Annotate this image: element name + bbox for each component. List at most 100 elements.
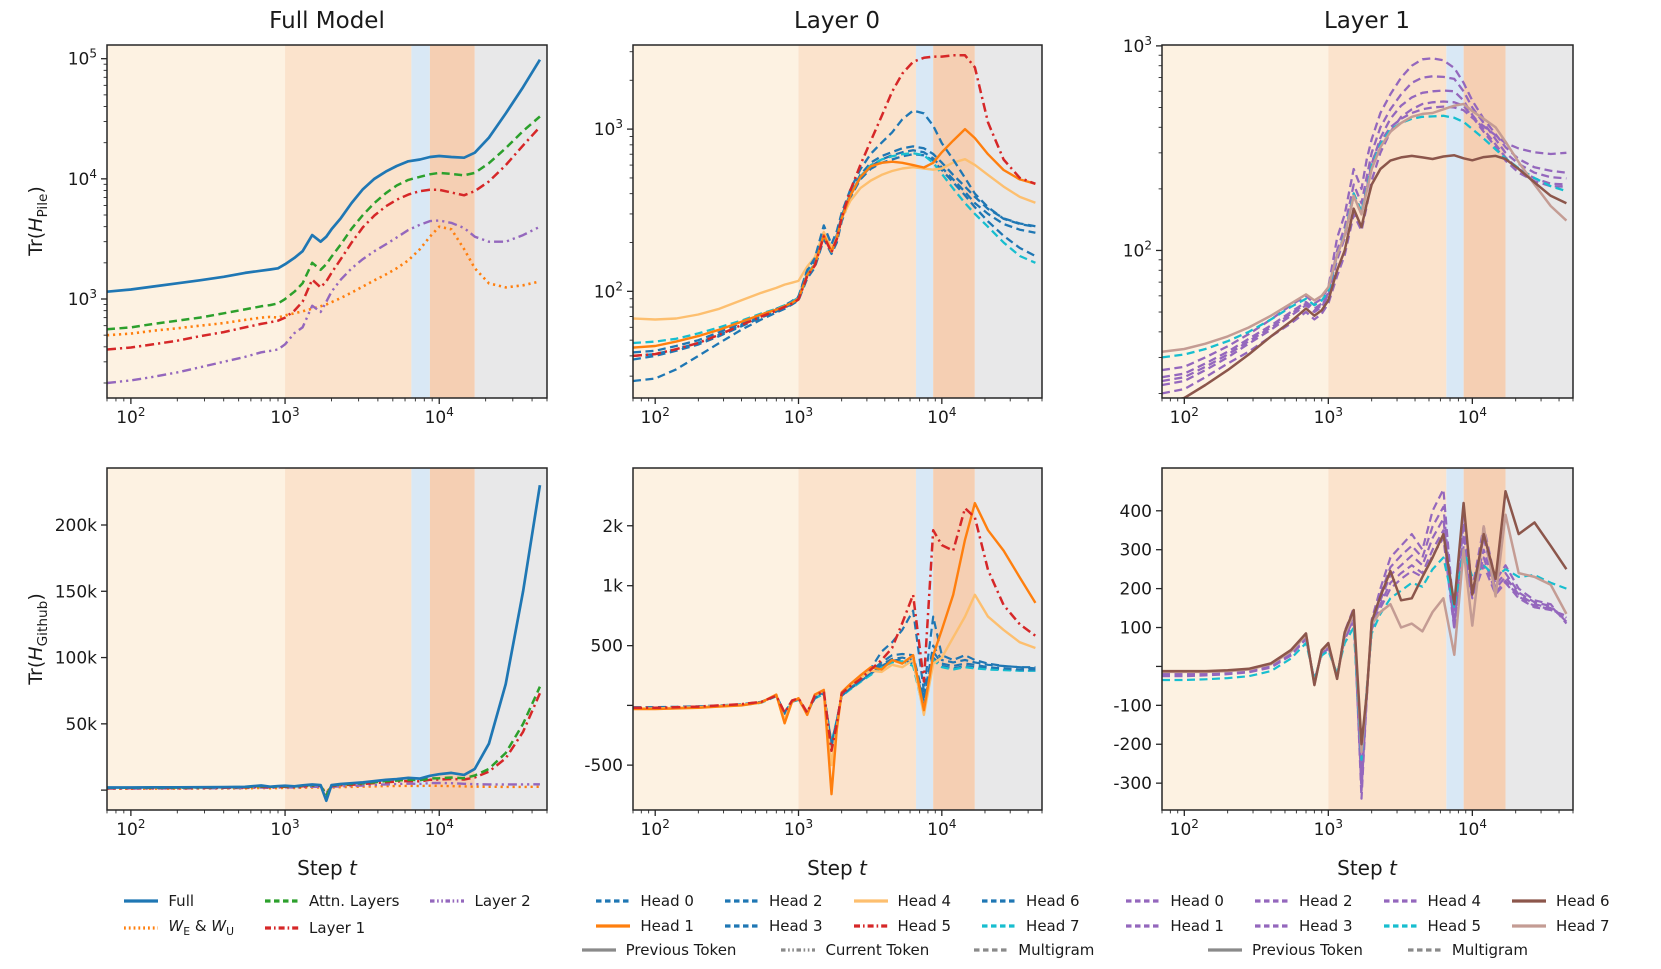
- series-pile-layer1-head-3: [1162, 100, 1567, 395]
- legend-line-swatch: [982, 899, 1017, 903]
- band-phase-blue-window: [1446, 45, 1464, 398]
- x-tick-label-1e3: 103: [1314, 405, 1343, 428]
- band-phase-multigram: [474, 45, 547, 398]
- legend-item-previous-token: Previous Token: [1207, 941, 1363, 959]
- legend-line-swatch: [124, 925, 159, 930]
- series-pile-layer1-head-6: [1178, 154, 1567, 398]
- legend-item-full: Full: [123, 892, 234, 910]
- axes-frame: [106, 467, 548, 811]
- subplot-title-layer0: Layer 0: [793, 8, 881, 34]
- band-phase-previous-token: [798, 468, 916, 810]
- x-tick-label-1e4: 104: [927, 817, 956, 840]
- legend-item-multigram: Multigram: [973, 941, 1094, 959]
- legend-layer1-linestyles: Previous Token Multigram: [1162, 941, 1573, 959]
- y-tick-label--100: -100: [1113, 696, 1152, 716]
- legend-item-label: Head 3: [768, 917, 823, 935]
- x-tick-label-1e3: 103: [270, 405, 299, 428]
- x-tick-label-1e4: 104: [1458, 405, 1487, 428]
- legend-layer0-linestyles: Previous Token Current Token Multigram: [581, 941, 1094, 959]
- legend-item-label: Head 2: [768, 892, 823, 910]
- x-tick-label-1e2: 102: [641, 817, 670, 840]
- legend-line-swatch: [1383, 924, 1418, 928]
- y-tick-label-2k: 2k: [602, 517, 623, 537]
- series-pile-layer1-head-2: [1162, 89, 1567, 387]
- x-tick-label-1e4: 104: [425, 405, 454, 428]
- series-github-layer1-head-3: [1162, 529, 1567, 777]
- legend-item-label: Head 7: [1026, 917, 1080, 935]
- legend-item-label: Head 7: [1556, 917, 1610, 935]
- legend-item-label: Current Token: [825, 941, 930, 959]
- legend-item-label: Head 2: [1298, 892, 1353, 910]
- legend-line-swatch: [1126, 899, 1161, 903]
- legend-line-swatch: [1207, 948, 1242, 952]
- legend-item-label: Head 6: [1556, 892, 1610, 910]
- axes-frame: [632, 44, 1043, 399]
- band-phase-multigram: [974, 45, 1042, 398]
- x-tick-label-1e2: 102: [116, 405, 145, 428]
- legend-line-swatch: [596, 924, 631, 928]
- legend-item-head-3: Head 3: [724, 917, 823, 935]
- band-phase-previous-token: [285, 468, 412, 810]
- y-tick-label-1e3: 103: [68, 287, 97, 310]
- legend-item-label: Head 0: [1170, 892, 1224, 910]
- series-pile-layer1-head-4: [1162, 105, 1567, 383]
- series-pile-full-model-w-e-w-u: [107, 225, 541, 337]
- band-phase-previous-token: [285, 45, 412, 398]
- chart-github-layer1: 102 103 104 400 300 200 100 -100 -200 -300: [1113, 467, 1574, 840]
- y-axis-label-pile: Tr(HPile): [25, 186, 51, 256]
- subplot-title-layer1: Layer 1: [1323, 8, 1411, 34]
- series-pile-full-model-layer-1: [107, 126, 541, 351]
- legend-item-label: Head 4: [897, 892, 952, 910]
- band-phase-initial: [633, 468, 799, 810]
- y-tick-label-1e3: 103: [1123, 34, 1152, 57]
- band-phase-current-token: [429, 468, 475, 810]
- legend-item-label: Head 0: [640, 892, 694, 910]
- chart-pile-full-model: 102 103 104 103 104 105: [68, 44, 548, 428]
- chart-github-layer0: 102 103 104 2k 1k 500 -500: [584, 467, 1043, 840]
- y-tick-label-1e2: 102: [594, 279, 623, 302]
- legend-item-head-2: Head 2: [1254, 892, 1353, 910]
- x-tick-label-1e4: 104: [425, 817, 454, 840]
- legend-item-layer-2: Layer 2: [429, 892, 531, 910]
- legend-item-label: Head 1: [640, 917, 694, 935]
- series-pile-layer0-head-2: [633, 145, 1036, 354]
- axes-frame: [1161, 44, 1574, 399]
- legend-item-head-4: Head 4: [853, 892, 952, 910]
- y-tick-label-1e3: 103: [594, 117, 623, 140]
- chart-github-full-model: 102 103 104 200k 150k 100k 50k: [55, 467, 548, 840]
- legend-item-w-e-w-u: WE & WU: [123, 917, 234, 938]
- axes-frame: [632, 467, 1043, 811]
- legend-item-label: Full: [168, 892, 195, 910]
- legend-line-swatch: [1254, 924, 1289, 928]
- legend-item-label: Layer 1: [309, 918, 366, 937]
- series-pile-full-model-layer-2: [107, 219, 541, 385]
- x-axis-label-col3: Step t: [1337, 856, 1397, 880]
- legend-item-head-0: Head 0: [1125, 892, 1224, 910]
- band-phase-previous-token: [798, 45, 916, 398]
- series-pile-full-model-full: [107, 58, 542, 294]
- legend-line-swatch: [430, 899, 465, 903]
- y-tick-label-100: 100: [1120, 619, 1152, 639]
- legend-item-label: Layer 2: [474, 892, 531, 910]
- legend-item-head-2: Head 2: [724, 892, 823, 910]
- subplot-title-full-model: Full Model: [269, 8, 385, 34]
- legend-item-label: Head 1: [1170, 917, 1224, 935]
- y-tick-label-1e5: 105: [68, 47, 97, 70]
- band-phase-multigram: [1505, 468, 1573, 810]
- legend-line-swatch: [581, 948, 616, 952]
- legend-item-layer-1: Layer 1: [264, 917, 399, 938]
- y-tick-label-200: 200: [1120, 580, 1152, 600]
- legend-line-swatch: [1126, 924, 1161, 928]
- legend-item-label: Attn. Layers: [309, 892, 400, 910]
- legend-line-swatch: [853, 899, 888, 903]
- legend-item-label: Previous Token: [1251, 941, 1363, 959]
- legend-item-label: WE & WU: [168, 917, 235, 938]
- series-github-layer0-head-5: [633, 506, 1037, 753]
- x-tick-label-1e3: 103: [784, 405, 813, 428]
- legend-layer0-heads: Head 0 Head 1 Head 2 Head 3 Head 4 Head 5 Head…: [596, 892, 1080, 935]
- y-tick-label-100k: 100k: [55, 649, 97, 669]
- band-phase-initial: [1162, 45, 1329, 398]
- legend-line-swatch: [724, 899, 759, 903]
